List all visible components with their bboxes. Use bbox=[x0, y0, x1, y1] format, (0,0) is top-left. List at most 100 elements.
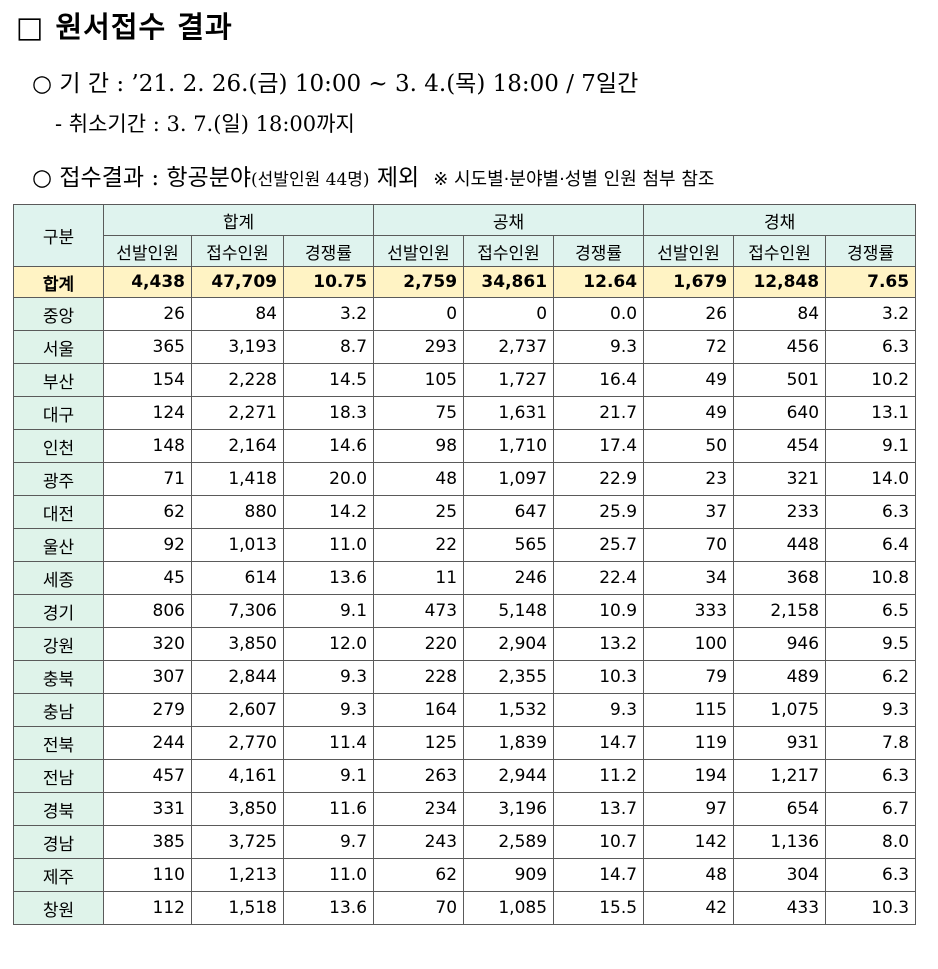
table-cell: 13.6 bbox=[282, 561, 375, 595]
table-row: 강원 320 3,850 12.0 220 2,904 13.2 100 946 9.5 bbox=[13, 627, 917, 661]
region-label: 경북 bbox=[13, 792, 104, 826]
table-cell: 7,306 bbox=[191, 594, 284, 628]
table-cell: 49 bbox=[643, 363, 735, 397]
region-label: 전북 bbox=[13, 726, 104, 760]
region-label: 세종 bbox=[13, 561, 104, 595]
table-cell: 647 bbox=[463, 495, 555, 529]
results-table: 구분 합계 공채 경채 선발인원 접수인원 경쟁률 선발인원 접수인원 경쟁률 … bbox=[13, 204, 917, 925]
table-cell: 6.3 bbox=[825, 759, 917, 793]
table-cell: 23 bbox=[643, 462, 735, 496]
header-sub: 선발인원 bbox=[103, 235, 192, 267]
table-cell: 49 bbox=[643, 396, 735, 430]
table-cell: 304 bbox=[733, 858, 827, 892]
table-cell: 454 bbox=[733, 429, 827, 463]
table-cell: 2,737 bbox=[463, 330, 555, 364]
header-sub: 접수인원 bbox=[463, 235, 555, 267]
region-label: 대구 bbox=[13, 396, 104, 430]
table-cell: 1,631 bbox=[463, 396, 555, 430]
table-cell: 50 bbox=[643, 429, 735, 463]
table-cell: 22 bbox=[373, 528, 465, 562]
table-cell: 10.2 bbox=[825, 363, 917, 397]
table-cell: 6.3 bbox=[825, 495, 917, 529]
table-cell: 1,136 bbox=[733, 825, 827, 859]
total-cell: 1,679 bbox=[643, 266, 735, 298]
table-cell: 9.5 bbox=[825, 627, 917, 661]
result-note: (선발인원 44명) bbox=[251, 170, 370, 190]
table-cell: 14.7 bbox=[553, 858, 645, 892]
table-row: 광주 71 1,418 20.0 48 1,097 22.9 23 321 14.0 bbox=[13, 462, 917, 496]
table-cell: 71 bbox=[103, 462, 192, 496]
table-cell: 9.3 bbox=[553, 693, 645, 727]
table-cell: 11.0 bbox=[282, 858, 375, 892]
table-cell: 112 bbox=[103, 891, 192, 925]
table-cell: 10.3 bbox=[825, 891, 917, 925]
table-cell: 105 bbox=[373, 363, 465, 397]
table-cell: 279 bbox=[103, 693, 192, 727]
table-cell: 148 bbox=[103, 429, 192, 463]
header-sub: 접수인원 bbox=[191, 235, 284, 267]
header-sub: 경쟁률 bbox=[825, 235, 917, 267]
table-cell: 37 bbox=[643, 495, 735, 529]
header-row-sub: 선발인원 접수인원 경쟁률 선발인원 접수인원 경쟁률 선발인원 접수인원 경쟁… bbox=[14, 235, 917, 267]
header-sub: 접수인원 bbox=[733, 235, 827, 267]
table-row: 세종 45 614 13.6 11 246 22.4 34 368 10.8 bbox=[13, 561, 917, 595]
header-sub: 선발인원 bbox=[643, 235, 735, 267]
region-label: 울산 bbox=[13, 528, 104, 562]
table-cell: 9.3 bbox=[282, 693, 375, 727]
table-cell: 72 bbox=[643, 330, 735, 364]
table-cell: 11.2 bbox=[553, 759, 645, 793]
table-cell: 220 bbox=[373, 627, 465, 661]
table-cell: 243 bbox=[373, 825, 465, 859]
table-row: 창원 112 1,518 13.6 70 1,085 15.5 42 433 10.3 bbox=[13, 891, 917, 925]
table-cell: 6.5 bbox=[825, 594, 917, 628]
table-cell: 1,013 bbox=[191, 528, 284, 562]
header-sub: 경쟁률 bbox=[553, 235, 645, 267]
table-cell: 457 bbox=[103, 759, 192, 793]
table-cell: 15.5 bbox=[553, 891, 645, 925]
table-cell: 97 bbox=[643, 792, 735, 826]
table-cell: 62 bbox=[103, 495, 192, 529]
table-cell: 62 bbox=[373, 858, 465, 892]
table-cell: 234 bbox=[373, 792, 465, 826]
table-cell: 263 bbox=[373, 759, 465, 793]
table-cell: 45 bbox=[103, 561, 192, 595]
table-cell: 1,518 bbox=[191, 891, 284, 925]
region-label: 대전 bbox=[13, 495, 104, 529]
table-cell: 1,532 bbox=[463, 693, 555, 727]
result-prefix: ○ 접수결과 : 항공분야 bbox=[32, 165, 252, 191]
table-cell: 2,944 bbox=[463, 759, 555, 793]
table-row: 전북 244 2,770 11.4 125 1,839 14.7 119 931 7.8 bbox=[13, 726, 917, 760]
table-row: 충북 307 2,844 9.3 228 2,355 10.3 79 489 6.2 bbox=[13, 660, 917, 694]
table-cell: 331 bbox=[103, 792, 192, 826]
table-cell: 92 bbox=[103, 528, 192, 562]
table-cell: 3,196 bbox=[463, 792, 555, 826]
table-cell: 13.6 bbox=[282, 891, 375, 925]
table-cell: 6.2 bbox=[825, 660, 917, 694]
table-cell: 321 bbox=[733, 462, 827, 496]
table-cell: 654 bbox=[733, 792, 827, 826]
total-cell: 10.75 bbox=[282, 266, 375, 298]
table-cell: 244 bbox=[103, 726, 192, 760]
table-row: 경남 385 3,725 9.7 243 2,589 10.7 142 1,136 8.0 bbox=[13, 825, 917, 859]
table-cell: 5,148 bbox=[463, 594, 555, 628]
total-row: 합계 4,438 47,709 10.75 2,759 34,861 12.64… bbox=[13, 266, 917, 298]
table-cell: 11.4 bbox=[282, 726, 375, 760]
table-cell: 293 bbox=[373, 330, 465, 364]
table-cell: 10.9 bbox=[553, 594, 645, 628]
region-label: 강원 bbox=[13, 627, 104, 661]
table-cell: 119 bbox=[643, 726, 735, 760]
region-label: 경남 bbox=[13, 825, 104, 859]
table-cell: 3,850 bbox=[191, 792, 284, 826]
cancellation-period: - 취소기간 : 3. 7.(일) 18:00까지 bbox=[55, 112, 355, 136]
table-cell: 154 bbox=[103, 363, 192, 397]
table-cell: 16.4 bbox=[553, 363, 645, 397]
table-cell: 26 bbox=[103, 297, 192, 331]
table-cell: 13.1 bbox=[825, 396, 917, 430]
table-row: 부산 154 2,228 14.5 105 1,727 16.4 49 501 10.2 bbox=[13, 363, 917, 397]
table-cell: 6.7 bbox=[825, 792, 917, 826]
region-label: 충북 bbox=[13, 660, 104, 694]
table-cell: 489 bbox=[733, 660, 827, 694]
table-cell: 931 bbox=[733, 726, 827, 760]
region-label: 경기 bbox=[13, 594, 104, 628]
table-cell: 2,844 bbox=[191, 660, 284, 694]
